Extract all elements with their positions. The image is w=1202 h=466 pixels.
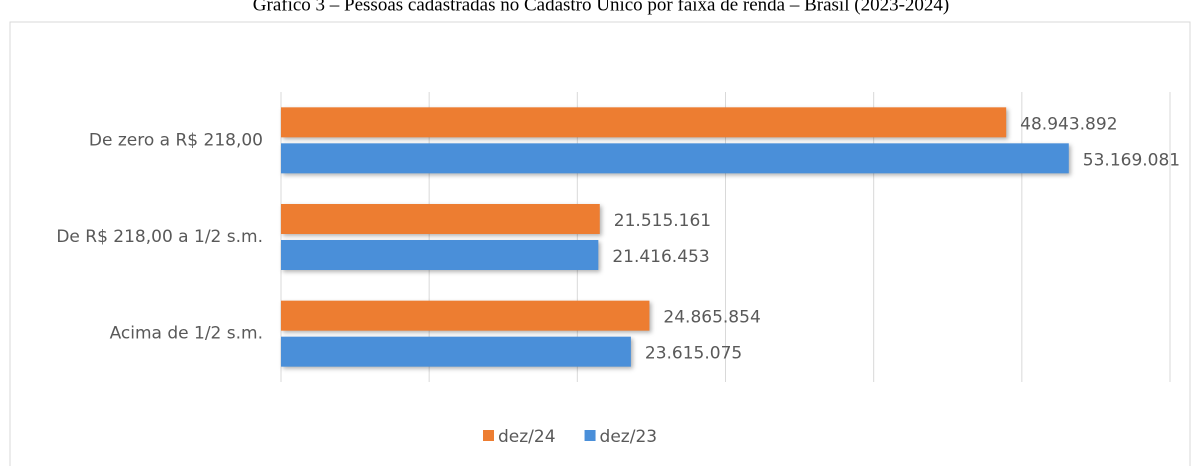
value-label: 23.615.075 xyxy=(645,344,742,364)
bar xyxy=(281,204,600,234)
legend-label: dez/24 xyxy=(498,427,556,447)
chart-title: Gráfico 3 – Pessoas cadastradas no Cadas… xyxy=(253,0,949,15)
value-label: 53.169.081 xyxy=(1083,150,1180,170)
value-label: 21.416.453 xyxy=(612,247,709,267)
bar xyxy=(281,240,599,270)
value-label: 24.865.854 xyxy=(663,308,760,328)
y-tick-label: De zero a R$ 218,00 xyxy=(89,130,263,150)
value-label: 48.943.892 xyxy=(1020,114,1117,134)
bar xyxy=(281,336,631,367)
bar xyxy=(281,143,1069,174)
value-label: 21.515.161 xyxy=(614,211,711,231)
y-tick-label: De R$ 218,00 a 1/2 s.m. xyxy=(56,227,263,247)
legend-swatch xyxy=(584,430,596,441)
bar xyxy=(281,300,650,331)
legend-label: dez/23 xyxy=(600,427,658,447)
legend-swatch xyxy=(483,430,494,441)
y-tick-label: Acima de 1/2 s.m. xyxy=(110,324,263,344)
chart-frame xyxy=(9,21,1191,466)
bar xyxy=(281,107,1007,138)
